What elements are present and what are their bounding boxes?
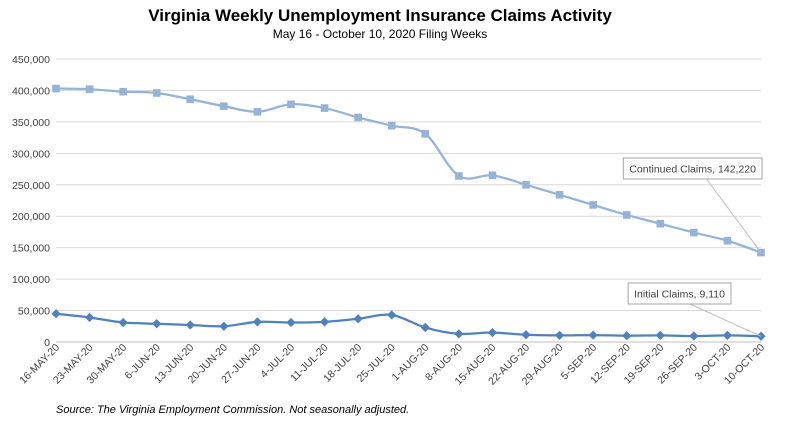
initial-claims-point — [353, 314, 363, 324]
initial-claims-point — [118, 317, 128, 328]
initial-claims-line — [55, 312, 762, 338]
y-tick-label: 450,000 — [12, 54, 50, 66]
initial-claims-point — [521, 330, 531, 340]
continued-claims-point — [152, 89, 161, 97]
continued-claims-point — [220, 102, 228, 110]
source-note: Source: The Virginia Employment Commissi… — [56, 404, 410, 416]
y-tick-label: 150,000 — [12, 243, 50, 255]
initial-claims-point — [722, 330, 733, 340]
continued-claims-point — [119, 87, 127, 96]
y-tick-label: 250,000 — [12, 180, 50, 192]
continued-claims-callout: Continued Claims, 142,220 — [622, 157, 763, 253]
initial-claims-point — [655, 330, 665, 340]
annotations: Continued Claims, 142,220 Initial Claims,… — [622, 157, 763, 337]
initial-claims-point — [319, 317, 330, 327]
continued-claims-point — [622, 211, 631, 219]
y-tick-label: 400,000 — [12, 85, 50, 97]
y-tick-label: 200,000 — [12, 211, 50, 223]
chart-subtitle: May 16 - October 10, 2020 Filing Weeks — [273, 27, 488, 41]
continued-claims-point — [522, 180, 530, 189]
continued-claims-point — [455, 172, 463, 180]
initial-claims-point — [152, 319, 162, 329]
initial-claims-point — [51, 309, 61, 319]
initial-claims-point — [487, 327, 498, 338]
initial-claims-point — [219, 321, 229, 331]
x-axis: 16-MAY-2023-MAY-2030-MAY-206-JUN-2013-JU… — [17, 342, 767, 388]
continued-claims-point — [186, 95, 195, 104]
continued-claims-point — [85, 85, 94, 93]
initial-claims-point — [84, 312, 95, 323]
series-layer — [51, 84, 766, 341]
initial-claims-point — [286, 317, 296, 328]
chart-title: Virginia Weekly Unemployment Insurance C… — [148, 6, 612, 25]
continued-claims-point — [253, 108, 262, 116]
y-tick-label: 0 — [44, 337, 50, 349]
continued-claims-point — [52, 84, 60, 93]
continued-claims-callout-label: Continued Claims, 142,220 — [629, 164, 756, 176]
continued-claims-point — [690, 228, 698, 237]
continued-claims-point — [421, 130, 430, 138]
initial-claims-point — [420, 322, 430, 333]
initial-claims-point — [185, 320, 195, 330]
continued-claims-point — [387, 121, 396, 130]
y-tick-label: 100,000 — [12, 274, 50, 286]
initial-claims-point — [588, 330, 598, 340]
continued-claims-point — [589, 201, 597, 209]
continued-claims-callout-box — [622, 157, 763, 180]
y-axis: 0 50,000 100,000 150,000 200,000 250,000 300,0… — [12, 54, 50, 349]
continued-claims-point — [488, 171, 497, 180]
initial-claims-point — [622, 331, 632, 341]
y-tick-label: 300,000 — [12, 148, 50, 160]
initial-claims-point — [689, 331, 699, 341]
initial-claims-leader-line — [689, 303, 762, 337]
continued-claims-point — [656, 219, 665, 228]
continued-claims-point — [320, 104, 329, 112]
initial-claims-callout: Initial Claims, 9,110 — [627, 282, 762, 337]
continued-claims-point — [287, 100, 295, 109]
initial-claims-point — [387, 310, 397, 320]
initial-claims-point — [454, 329, 464, 339]
y-tick-label: 350,000 — [12, 117, 50, 129]
continued-claims-point — [555, 191, 564, 199]
initial-claims-point — [554, 330, 565, 340]
y-tick-label: 50,000 — [18, 306, 50, 318]
initial-claims-callout-box — [627, 282, 732, 305]
continued-claims-point — [723, 236, 732, 245]
continued-claims-line — [55, 87, 762, 254]
initial-claims-callout-label: Initial Claims, 9,110 — [634, 289, 725, 301]
continued-claims-leader-line — [706, 178, 762, 253]
grid — [56, 58, 761, 343]
continued-claims-point — [354, 113, 362, 122]
initial-claims-point — [252, 317, 263, 327]
